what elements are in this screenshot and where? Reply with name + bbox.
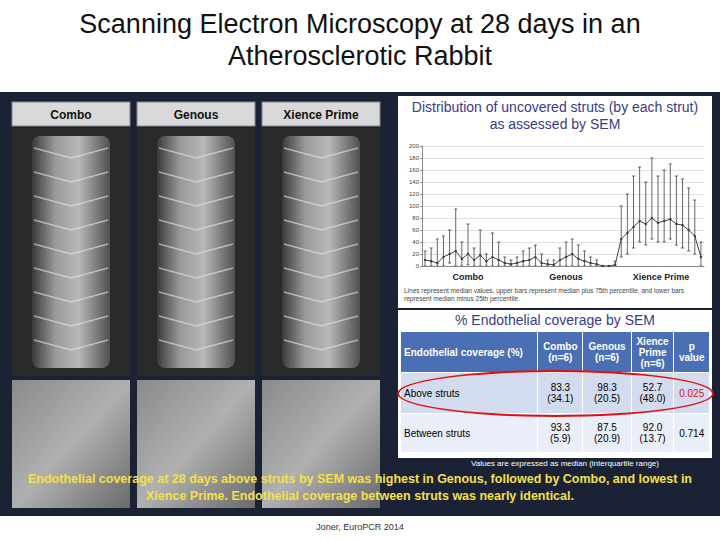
html-text:Genous: Genous [549, 272, 583, 282]
html-text:0.025: 0.025 [679, 387, 705, 399]
svg-text:200: 200 [409, 143, 420, 149]
html-text:52.7 (48.0): 52.7 (48.0) [639, 382, 666, 404]
svg-text:80: 80 [412, 215, 419, 221]
svg-text:0: 0 [416, 263, 420, 269]
html-text:Genous (n=6): Genous (n=6) [588, 341, 626, 363]
html-text:Endothelial coverage (%): Endothelial coverage (%) [404, 346, 523, 358]
svg-text:Xience Prime: Xience Prime [283, 108, 359, 122]
svg-text:40: 40 [412, 239, 419, 245]
html-text:p value: p value [678, 341, 705, 363]
html-text:92.0 (13.7): 92.0 (13.7) [639, 422, 666, 444]
svg-text:160: 160 [409, 167, 420, 173]
html-text:% Endothelial coverage by SEM: % Endothelial coverage by SEM [455, 312, 655, 328]
html-text:Values are expressed as median: Values are expressed as median (interqua… [471, 459, 659, 468]
svg-text:Combo: Combo [50, 108, 91, 122]
html-text:93.3 (5.9): 93.3 (5.9) [550, 422, 571, 444]
svg-text:60: 60 [412, 227, 419, 233]
html-text:Scanning Electron Microscopy a: Scanning Electron Microscopy at 28 days … [79, 9, 641, 71]
svg-text:180: 180 [409, 155, 420, 161]
svg-text:Genous: Genous [174, 108, 219, 122]
html-text:87.5 (20.9): 87.5 (20.9) [594, 422, 621, 444]
svg-text:20: 20 [412, 251, 419, 257]
html-text:Between struts: Between struts [404, 427, 471, 439]
svg-text:140: 140 [409, 179, 420, 185]
html-text:Xience Prime (n=6): Xience Prime (n=6) [636, 335, 669, 369]
html-text:Distribution of uncovered stru: Distribution of uncovered struts (by eac… [411, 99, 699, 132]
html-text:83.3 (34.1): 83.3 (34.1) [547, 382, 574, 404]
html-text:Combo (n=6): Combo (n=6) [543, 341, 578, 363]
html-text:Above struts: Above struts [404, 387, 460, 399]
html-text:Endothelial coverage at 28 day: Endothelial coverage at 28 days above st… [28, 472, 692, 503]
html-text:Lines represent median values,: Lines represent median values, upper bar… [404, 287, 684, 302]
html-text:98.3 (20.5): 98.3 (20.5) [594, 382, 621, 404]
html-text:Combo: Combo [452, 272, 484, 282]
html-text:0.714: 0.714 [679, 427, 705, 439]
svg-text:100: 100 [409, 203, 420, 209]
html-text:Xience Prime: Xience Prime [632, 272, 690, 282]
html-text:Joner, EuroPCR 2014: Joner, EuroPCR 2014 [316, 522, 404, 532]
svg-text:120: 120 [409, 191, 420, 197]
